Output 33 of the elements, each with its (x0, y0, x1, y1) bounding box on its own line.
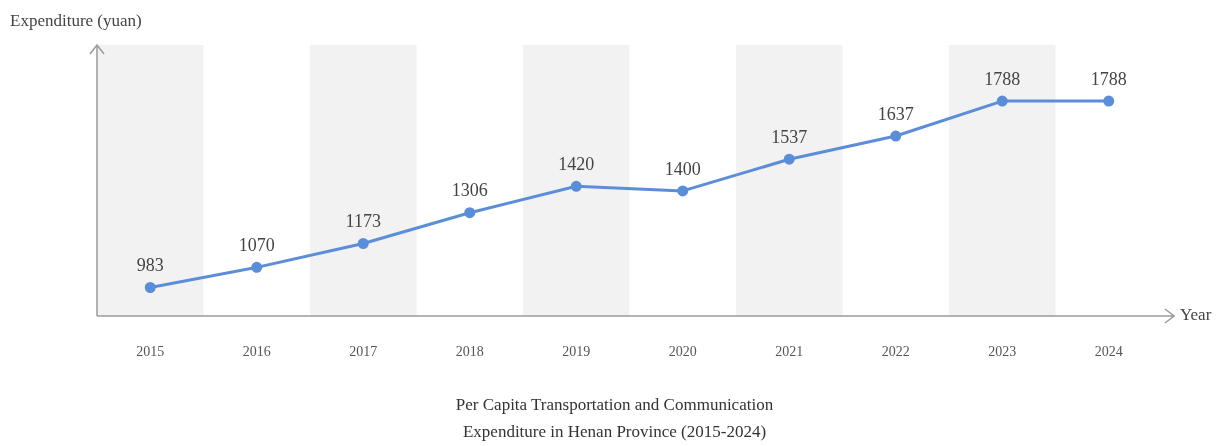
point (677, 185, 689, 197)
point (464, 207, 476, 219)
point (357, 238, 369, 249)
x-tick-label: 2018 (455, 344, 484, 360)
data-label: 1070 (238, 235, 275, 256)
x-tick-label: 2023 (988, 344, 1017, 360)
x-tick-label: 2015 (136, 344, 165, 360)
y-axis-title: Expenditure (yuan) (10, 11, 142, 31)
x-tick-label: 2017 (349, 344, 378, 360)
point (890, 130, 902, 142)
data-label: 1788 (1090, 68, 1127, 89)
x-tick-label: 2024 (1094, 344, 1123, 360)
data-label: 1637 (877, 103, 914, 124)
x-tick-label: 2022 (881, 344, 910, 360)
text: Per Capita Transportation and Communication Expenditure in Henan Province (2015-2024) (454, 394, 775, 443)
x-tick-label: 2019 (562, 344, 591, 360)
data-label: 1537 (771, 126, 808, 147)
data-label: 1788 (984, 68, 1021, 89)
point (783, 153, 795, 165)
point (1103, 95, 1115, 107)
point (251, 261, 263, 273)
x-tick-label: 2016 (242, 344, 271, 360)
data-label: 1420 (558, 154, 595, 175)
data-label: 1306 (451, 180, 488, 201)
data-label: 1173 (345, 211, 381, 232)
point (996, 95, 1008, 107)
x-axis-title: Year (1180, 305, 1212, 325)
data-label: 1400 (664, 158, 701, 179)
point (570, 180, 582, 192)
data-label: 983 (136, 255, 164, 276)
point (144, 282, 156, 294)
x-tick-label: 2021 (775, 344, 804, 360)
x-tick-label: 2020 (668, 344, 697, 360)
